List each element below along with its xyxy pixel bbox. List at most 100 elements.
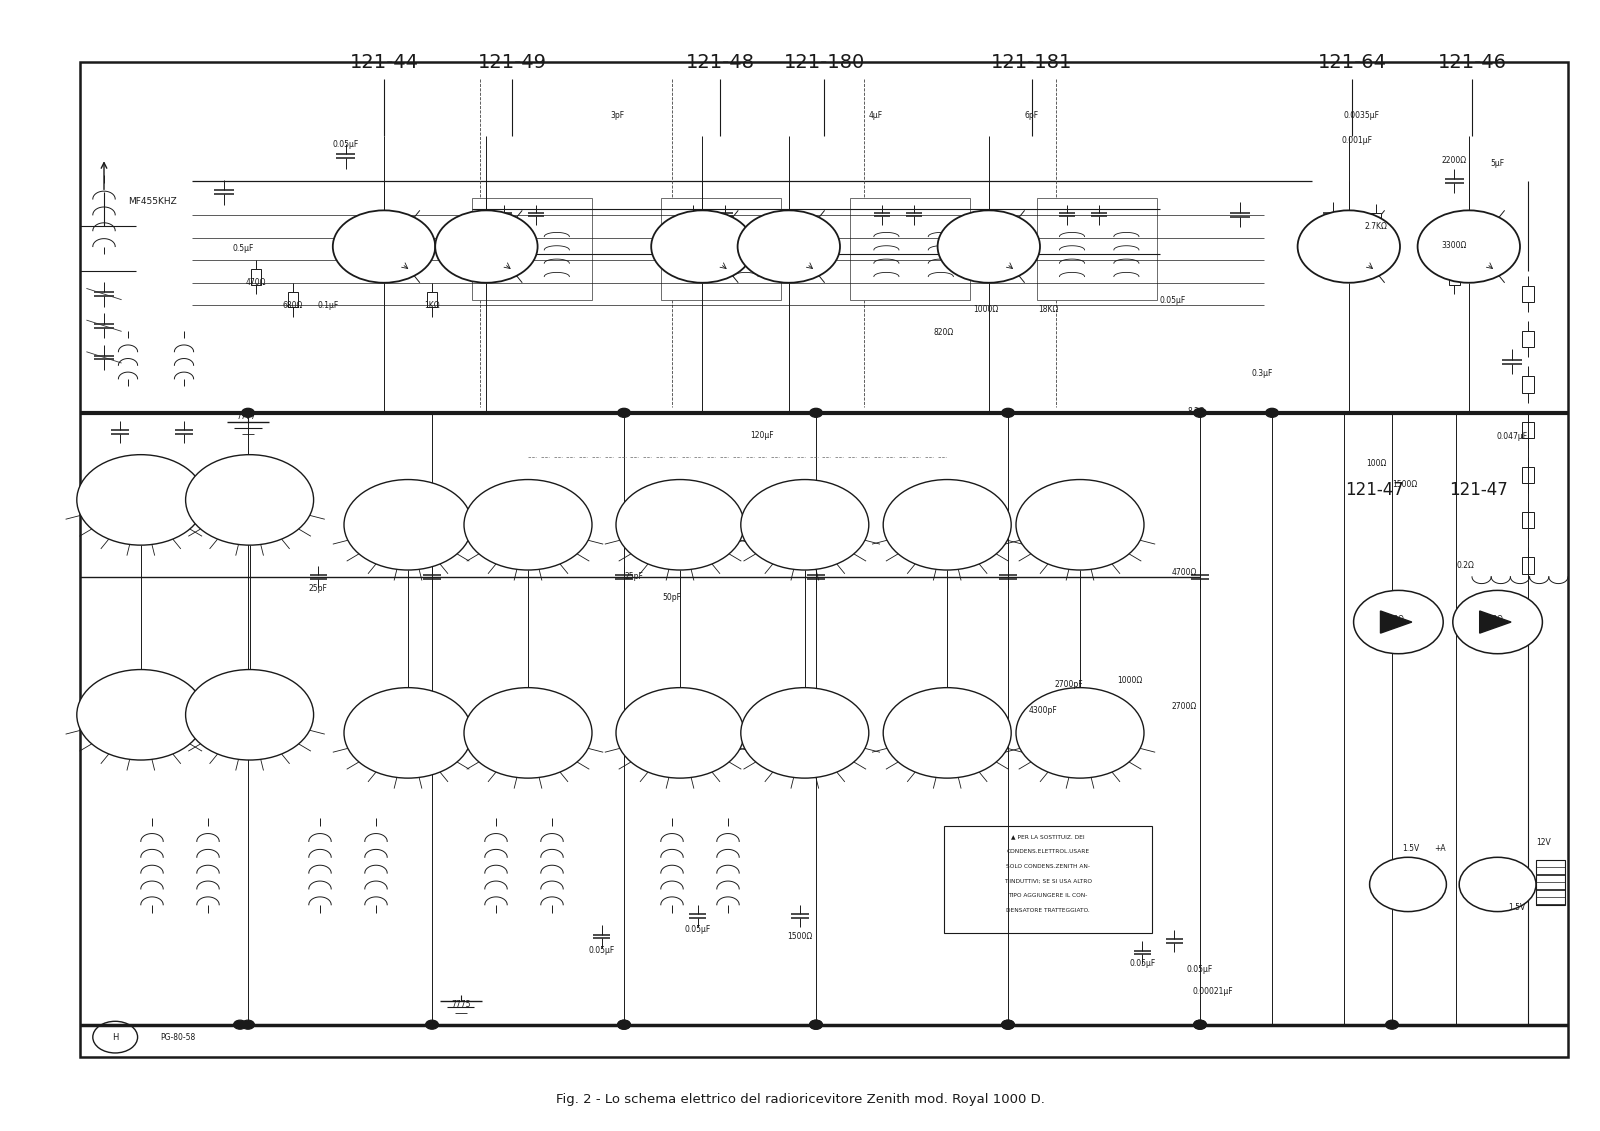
Circle shape [1453, 590, 1542, 654]
Text: 121-49: 121-49 [477, 53, 547, 71]
Circle shape [1298, 210, 1400, 283]
Text: 121-48: 121-48 [685, 53, 755, 71]
Circle shape [738, 210, 840, 283]
Bar [1371, 213, 1381, 228]
Circle shape [1016, 688, 1144, 778]
Circle shape [1370, 857, 1446, 912]
Text: 2700Ω: 2700Ω [1171, 702, 1197, 711]
Bar [1037, 198, 1157, 300]
Text: 1KΩ: 1KΩ [424, 301, 440, 310]
Text: 121-44: 121-44 [349, 53, 419, 71]
Bar [1522, 422, 1534, 438]
Text: 121-46: 121-46 [1437, 53, 1507, 71]
Text: 7777: 7777 [237, 412, 256, 421]
Circle shape [1002, 408, 1014, 417]
Text: H: H [112, 1033, 118, 1042]
Bar [1522, 286, 1534, 302]
Text: 1.5V: 1.5V [1403, 844, 1419, 853]
Text: DENSATORE TRATTEGGIATO.: DENSATORE TRATTEGGIATO. [1006, 908, 1090, 913]
Text: 1500Ω: 1500Ω [787, 932, 813, 941]
Circle shape [186, 670, 314, 760]
Text: 0.2Ω: 0.2Ω [1456, 561, 1475, 570]
Circle shape [741, 480, 869, 570]
Text: PG-80-58: PG-80-58 [160, 1033, 195, 1042]
Text: 0.05μF: 0.05μF [1160, 296, 1186, 305]
Text: Fig. 2 - Lo schema elettrico del radioricevitore Zenith mod. Royal 1000 D.: Fig. 2 - Lo schema elettrico del radiori… [555, 1093, 1045, 1106]
Text: 25pF: 25pF [624, 572, 643, 581]
Circle shape [77, 455, 205, 545]
Bar [1536, 860, 1565, 905]
Text: 0.00021μF: 0.00021μF [1192, 987, 1234, 996]
Text: 0.3μF: 0.3μF [1251, 369, 1274, 378]
Polygon shape [1381, 611, 1411, 633]
Text: TIINDUTTIVI; SE SI USA ALTRO: TIINDUTTIVI; SE SI USA ALTRO [1005, 879, 1091, 883]
Text: 1000Ω: 1000Ω [1117, 676, 1142, 685]
Text: 18KΩ: 18KΩ [1038, 305, 1058, 314]
Circle shape [1194, 1020, 1206, 1029]
Bar [1050, 215, 1094, 285]
Text: 4μF: 4μF [869, 111, 882, 120]
Text: 1.5V: 1.5V [1509, 903, 1525, 912]
Text: 1500Ω: 1500Ω [1392, 480, 1418, 489]
Bar [918, 215, 963, 285]
Text: 0.05μF: 0.05μF [1187, 965, 1213, 974]
Text: 3pF: 3pF [611, 111, 624, 120]
Circle shape [1418, 210, 1520, 283]
Circle shape [426, 1020, 438, 1029]
Circle shape [1194, 408, 1206, 417]
Bar [472, 198, 592, 300]
Text: CONDENS.ELETTROL.USARE: CONDENS.ELETTROL.USARE [1006, 849, 1090, 854]
Bar [427, 292, 437, 308]
Circle shape [651, 210, 754, 283]
Bar [1104, 215, 1149, 285]
Bar [1522, 331, 1534, 347]
Text: 7775: 7775 [451, 1000, 470, 1009]
Text: 0.05μF: 0.05μF [685, 925, 710, 934]
Text: SOLO CONDENS.ZENITH AN-: SOLO CONDENS.ZENITH AN- [1006, 864, 1090, 869]
Text: 120μF: 120μF [750, 431, 773, 440]
Text: 0.05μF: 0.05μF [1130, 959, 1155, 968]
Circle shape [741, 688, 869, 778]
Bar [669, 215, 714, 285]
Circle shape [938, 210, 1040, 283]
Text: 0.5μF: 0.5μF [232, 244, 254, 253]
Text: 2200Ω: 2200Ω [1442, 156, 1467, 165]
Bar [850, 198, 970, 300]
Bar [288, 292, 298, 308]
Circle shape [1354, 590, 1443, 654]
Text: 100Ω: 100Ω [1366, 459, 1386, 468]
Text: 470Ω: 470Ω [246, 278, 266, 287]
Circle shape [1459, 857, 1536, 912]
Text: TIPO AGGIUNGERE IL CON-: TIPO AGGIUNGERE IL CON- [1008, 893, 1088, 898]
Circle shape [1386, 1020, 1398, 1029]
Text: 3300Ω: 3300Ω [1442, 241, 1467, 250]
Text: 8.2Ω: 8.2Ω [1187, 407, 1206, 416]
Circle shape [810, 1020, 822, 1029]
Text: 25pF: 25pF [309, 584, 328, 593]
Bar [534, 215, 579, 285]
Text: 12V: 12V [1536, 838, 1552, 847]
Circle shape [1002, 1020, 1014, 1029]
Circle shape [883, 688, 1011, 778]
Bar [1522, 512, 1534, 528]
Text: 820Ω: 820Ω [934, 328, 954, 337]
Circle shape [242, 1020, 254, 1029]
Text: 1000Ω: 1000Ω [973, 305, 998, 314]
Bar [661, 198, 781, 300]
Circle shape [810, 408, 822, 417]
Circle shape [616, 688, 744, 778]
Circle shape [234, 1020, 246, 1029]
Text: 121-47: 121-47 [1346, 481, 1403, 499]
Polygon shape [1480, 611, 1510, 633]
Text: 121-64: 121-64 [1317, 53, 1387, 71]
Circle shape [883, 480, 1011, 570]
Text: 50pF: 50pF [662, 593, 682, 602]
Circle shape [1194, 1020, 1206, 1029]
Text: 2700pF: 2700pF [1054, 680, 1083, 689]
Text: 0.1μF: 0.1μF [317, 301, 339, 310]
Bar [1522, 558, 1534, 573]
Text: 4700Ω: 4700Ω [1171, 568, 1197, 577]
Circle shape [618, 408, 630, 417]
Text: 0.0035μF: 0.0035μF [1344, 111, 1379, 120]
Bar [482, 215, 526, 285]
